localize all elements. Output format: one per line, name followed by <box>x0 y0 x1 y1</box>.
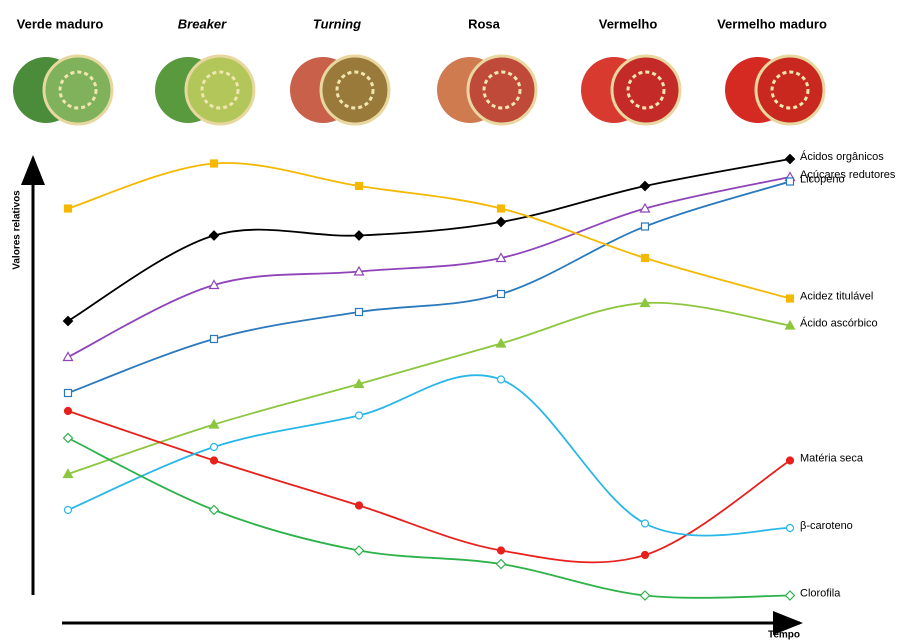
point <box>63 204 73 213</box>
stage-label: Breaker <box>178 16 227 31</box>
point <box>209 159 219 168</box>
legend-label: Licopeno <box>800 173 845 185</box>
stage-label: Vermelho maduro <box>717 16 827 31</box>
point <box>495 252 507 263</box>
series-line <box>67 162 791 300</box>
point <box>640 519 650 528</box>
legend-label: Matéria seca <box>800 452 864 464</box>
point <box>639 590 651 601</box>
tomato-half <box>184 54 256 126</box>
point <box>640 550 650 560</box>
point <box>353 545 365 556</box>
point <box>495 337 507 348</box>
point <box>784 590 796 601</box>
point <box>495 216 507 228</box>
x-axis-label: Tempo <box>768 630 800 641</box>
point <box>63 505 73 515</box>
series-line <box>67 301 791 475</box>
point <box>496 204 506 213</box>
stage-label: Rosa <box>468 16 501 31</box>
point <box>495 558 507 570</box>
point <box>354 411 364 420</box>
legend-label: Ácidos orgânicos <box>800 150 884 163</box>
tomato-core <box>58 70 98 110</box>
series-line <box>67 180 791 394</box>
point <box>640 222 650 231</box>
point <box>639 202 651 213</box>
point <box>354 501 364 510</box>
point <box>208 504 220 516</box>
point <box>639 180 651 192</box>
tomato-half <box>42 54 114 126</box>
point <box>208 279 220 290</box>
point <box>209 442 219 452</box>
point <box>496 289 506 299</box>
point <box>208 418 220 429</box>
point <box>496 375 506 384</box>
point <box>784 319 796 330</box>
legend-label: Clorofila <box>800 587 841 599</box>
point <box>496 546 506 555</box>
tomato-half <box>754 54 826 126</box>
series-line <box>67 410 791 564</box>
point <box>640 253 650 263</box>
point <box>62 315 74 327</box>
point <box>785 456 795 465</box>
point <box>209 456 219 465</box>
stage-label: Turning <box>313 16 361 31</box>
series-line <box>67 437 791 599</box>
series-line <box>67 374 791 537</box>
point <box>639 297 651 308</box>
point <box>784 153 796 165</box>
point <box>209 334 219 344</box>
stage-label: Vermelho <box>599 16 658 31</box>
point <box>353 265 365 276</box>
tomato-core <box>200 70 240 110</box>
point <box>62 432 74 444</box>
point <box>785 177 795 186</box>
tomato-core <box>482 70 522 110</box>
tomato-core <box>335 70 375 110</box>
series-line <box>67 158 791 322</box>
tomato-half <box>466 54 538 126</box>
point <box>63 406 73 416</box>
y-axis-label: Valores relativos <box>12 190 23 270</box>
tomato-core <box>770 70 810 110</box>
legend-label: β-caroteno <box>800 520 853 532</box>
legend-label: Açúcares redutores <box>800 169 896 181</box>
point <box>353 378 365 389</box>
series-line <box>67 176 791 358</box>
point <box>354 307 364 317</box>
tomato-half <box>319 54 391 126</box>
point <box>785 294 795 303</box>
legend-label: Acidez titulável <box>800 290 873 302</box>
point <box>62 468 74 479</box>
point <box>353 230 365 241</box>
legend-label: Ácido ascórbico <box>800 316 878 329</box>
point <box>785 523 795 533</box>
tomato-core <box>626 70 666 110</box>
point <box>354 181 364 191</box>
point <box>208 230 220 241</box>
point <box>63 388 73 398</box>
tomato-half <box>610 54 682 126</box>
stage-label: Verde maduro <box>17 16 104 31</box>
point <box>62 351 74 362</box>
